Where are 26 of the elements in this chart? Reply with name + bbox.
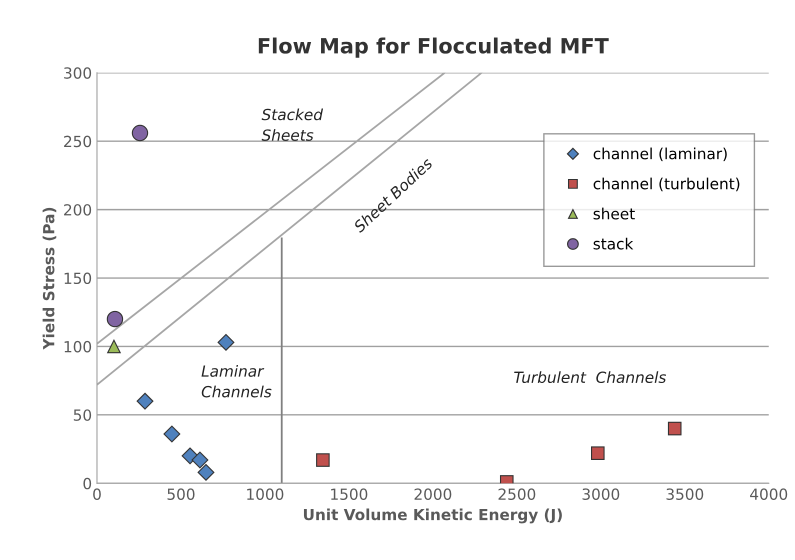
legend-label: sheet: [594, 208, 635, 220]
y-tick-label: 300: [64, 67, 92, 79]
legend-label: channel (turbulent): [594, 178, 740, 192]
legend-label: stack: [594, 238, 634, 250]
y-tick-label: 0: [83, 478, 92, 490]
x-tick-label: 0: [93, 488, 101, 500]
x-tick-label: 3000: [582, 488, 620, 500]
x-tick-label: 3500: [666, 488, 704, 500]
x-tick-label: 4000: [750, 488, 788, 500]
y-tick-label: 250: [64, 136, 92, 148]
legend-label: channel (laminar): [594, 148, 727, 162]
x-tick-label: 2500: [498, 488, 536, 500]
y-axis-title: Yield Stress (Pa): [42, 208, 56, 350]
y-tick-label: 200: [64, 204, 92, 216]
x-tick-label: 2000: [414, 488, 452, 500]
y-tick-label: 100: [64, 340, 92, 352]
annotation: Laminar Channels: [202, 365, 272, 398]
y-tick-label: 50: [74, 409, 92, 421]
chart-title: Flow Map for Flocculated MFT: [258, 38, 609, 58]
x-axis-title: Unit Volume Kinetic Energy (J): [304, 508, 562, 524]
y-tick-label: 150: [64, 272, 92, 284]
x-tick-label: 1500: [331, 488, 368, 500]
x-tick-label: 500: [168, 488, 195, 500]
x-tick-label: 1000: [247, 488, 284, 500]
annotation: Stacked Sheets: [262, 108, 324, 141]
annotation: Turbulent Channels: [514, 371, 666, 384]
